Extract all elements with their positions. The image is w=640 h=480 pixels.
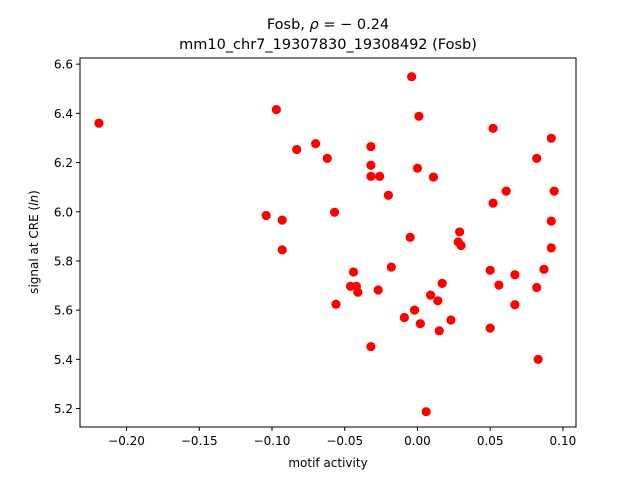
data-point (415, 319, 425, 329)
data-point (532, 282, 542, 293)
chart-title-line1: Fosb, ρ = − 0.24 (267, 17, 389, 33)
data-point (501, 186, 511, 196)
x-axis-label: motif activity (288, 456, 367, 470)
data-point (383, 190, 393, 200)
data-point (485, 265, 495, 275)
data-point (399, 312, 409, 323)
data-point (94, 118, 104, 128)
y-tick-label: 5.8 (54, 254, 73, 268)
data-point (549, 186, 559, 196)
data-point (510, 300, 520, 310)
data-point (277, 215, 287, 225)
y-tick-label: 6.2 (54, 156, 73, 170)
data-point (494, 280, 504, 290)
data-point (366, 160, 376, 170)
y-axis-label: signal at CRE (ln) (27, 190, 41, 294)
y-tick-label: 5.6 (54, 304, 73, 318)
x-tick-label: −0.10 (254, 434, 291, 448)
data-point (428, 172, 439, 182)
data-point (414, 111, 424, 121)
y-tick-label: 6.6 (54, 58, 73, 72)
data-point (373, 285, 383, 295)
data-point (409, 305, 420, 315)
data-point (532, 153, 542, 163)
data-point (353, 287, 363, 297)
data-point (421, 407, 431, 417)
data-point (366, 341, 376, 352)
plot-frame (79, 57, 577, 428)
data-point (546, 133, 556, 143)
data-point (277, 245, 287, 255)
data-point (366, 141, 376, 152)
data-point (488, 123, 498, 133)
data-point (322, 153, 332, 163)
data-point (456, 240, 466, 251)
x-axis-ticks: −0.20 −0.15 −0.10 −0.05 0.00 0.05 0.10 (108, 427, 576, 448)
y-axis-ticks: 5.2 5.4 5.6 5.8 6.0 6.2 6.4 6.6 (54, 58, 80, 416)
data-point (292, 144, 302, 155)
data-point (437, 278, 447, 288)
data-point (485, 323, 495, 333)
x-tick-label: 0.05 (477, 434, 504, 448)
data-point (405, 232, 415, 242)
x-tick-label: 0.00 (404, 434, 431, 448)
data-point (425, 290, 436, 300)
data-point (546, 216, 556, 226)
x-tick-label: −0.20 (108, 434, 145, 448)
data-points (94, 72, 559, 417)
data-point (329, 207, 340, 217)
x-tick-label: −0.15 (181, 434, 218, 448)
data-point (311, 139, 321, 149)
y-tick-label: 6.0 (54, 205, 73, 219)
x-tick-label: −0.05 (326, 434, 363, 448)
y-tick-label: 5.2 (54, 402, 73, 416)
data-point (433, 296, 443, 306)
data-point (375, 171, 385, 181)
data-point (539, 264, 549, 274)
data-point (331, 299, 341, 309)
data-point (446, 315, 456, 325)
y-tick-label: 6.4 (54, 107, 73, 121)
data-point (271, 105, 281, 115)
data-point (407, 72, 417, 82)
data-point (533, 354, 543, 364)
data-point (546, 243, 556, 253)
data-point (434, 326, 444, 336)
data-point (488, 198, 498, 208)
data-point (261, 210, 271, 221)
chart-title-line2: mm10_chr7_19307830_19308492 (Fosb) (179, 37, 477, 53)
x-tick-label: 0.10 (550, 434, 577, 448)
data-point (386, 262, 396, 272)
data-point (412, 163, 423, 173)
data-point (455, 227, 465, 237)
y-tick-label: 5.4 (54, 353, 73, 367)
data-point (510, 270, 520, 280)
data-point (348, 267, 359, 277)
data-point (366, 171, 376, 181)
